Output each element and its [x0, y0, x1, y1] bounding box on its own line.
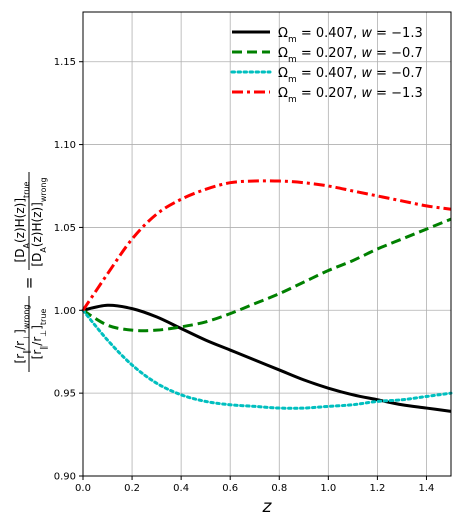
y-tick-label: 1.10: [54, 140, 76, 151]
y-label-left-numerator: [r∥/r⊥]wrong: [13, 305, 31, 364]
series-om0407-w-1.3-line: [82, 303, 452, 413]
series-om0207-w-1.3-line: [81, 179, 452, 312]
y-axis-label: [r∥/r⊥]wrong [r∥/r⊥]true = [DA(z)H(z)]tr…: [13, 172, 48, 372]
y-axis-ticks: 0.90 0.95 1.00 1.05 1.10 1.15: [54, 57, 83, 483]
y-tick-label: 1.15: [54, 57, 76, 68]
y-label-left-denominator: [r∥/r⊥]true: [30, 309, 48, 360]
y-tick-label: 0.95: [54, 389, 76, 400]
y-label-right-denominator: [DA(z)H(z)]wrong: [30, 177, 48, 266]
plot-frame: [82, 11, 452, 477]
x-tick-label: 0.4: [173, 483, 189, 494]
x-axis-ticks: 0.0 0.2 0.4 0.6 0.8 1.0 1.2 1.4: [75, 476, 434, 494]
legend-label: Ωm = 0.407, w = −1.3: [278, 26, 423, 45]
x-tick-label: 1.2: [369, 483, 385, 494]
legend-label: Ωm = 0.407, w = −0.7: [278, 66, 423, 85]
y-tick-label: 1.00: [54, 306, 76, 317]
x-tick-label: 1.4: [419, 483, 435, 494]
legend: Ωm = 0.407, w = −1.3Ωm = 0.207, w = −0.7…: [230, 26, 423, 105]
x-tick-label: 0.8: [271, 483, 287, 494]
legend-label: Ωm = 0.207, w = −0.7: [278, 46, 423, 65]
y-label-right-numerator: [DA(z)H(z)]true: [13, 181, 31, 262]
y-label-equals: =: [20, 277, 38, 290]
series-om0407-w-0.7-line: [81, 308, 453, 410]
x-tick-label: 0.0: [75, 483, 91, 494]
y-tick-label: 0.90: [54, 472, 76, 483]
series-layer: [81, 179, 453, 413]
y-tick-label: 1.05: [54, 223, 76, 234]
series-om0207-w-0.7-line: [82, 217, 452, 333]
x-tick-label: 0.6: [222, 483, 238, 494]
x-tick-label: 0.2: [124, 483, 140, 494]
legend-label: Ωm = 0.207, w = −1.3: [278, 86, 423, 105]
x-axis-label: z: [262, 497, 273, 517]
x-tick-label: 1.0: [320, 483, 336, 494]
